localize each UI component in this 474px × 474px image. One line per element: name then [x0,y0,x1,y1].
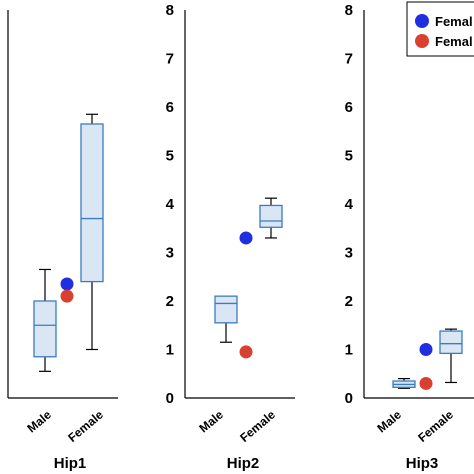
hip1-boxes [33,113,104,372]
hip3-ytick-label: 7 [345,51,353,68]
hip1-title: Hip1 [54,455,87,472]
hip3-cat-label-male: Male [374,407,404,435]
hip3-ticks: 0 1 2 3 4 5 6 7 8 [345,2,354,407]
hip3-ytick-label: 1 [345,342,353,359]
legend-marker-0 [415,14,429,28]
hip3-cat-label-female: Female [415,407,456,445]
hip2-ytick-label: 7 [166,51,174,68]
hip2-ticks: 0 1 2 3 4 5 6 7 8 [166,2,175,407]
panel-hip1: Male Female Hip1 [7,10,118,472]
hip2-ytick-label: 5 [166,148,174,165]
hip1-female-box [80,123,104,283]
hip2-cat-label-female: Female [237,407,278,445]
hip3-point-1 [419,376,433,390]
hip2-ytick-label: 4 [166,196,175,213]
hip2-ytick-label: 8 [166,2,174,19]
hip3-ytick-label: 3 [345,245,353,262]
hip2-female-box [259,204,283,228]
panel-hip2: 0 1 2 3 4 5 6 7 8 Male Female Hip2 [166,2,295,472]
legend-marker-1 [415,34,429,48]
hip1-point-1 [60,289,74,303]
legend-label-0: Femal [435,14,473,29]
hip3-boxes [392,328,463,389]
hip3-ytick-label: 2 [345,293,353,310]
hip2-ytick-label: 1 [166,342,174,359]
hip1-cat-label-male: Male [24,407,54,435]
hip2-ytick-label: 6 [166,99,174,116]
hip2-title: Hip2 [227,455,260,472]
hip3-ytick-label: 0 [345,390,353,407]
hip3-ytick-label: 4 [345,196,354,213]
hip2-ytick-label: 0 [166,390,174,407]
hip1-cat-label-female: Female [65,407,106,445]
hip2-point-0 [239,231,253,245]
hip1-point-0 [60,277,74,291]
hip2-ytick-label: 2 [166,293,174,310]
legend: Femal Femal [406,1,474,57]
hip1-points [60,277,74,303]
hip2-boxes [214,197,283,343]
hip2-point-1 [239,345,253,359]
hip3-title: Hip3 [406,455,439,472]
hip2-cat-label-male: Male [196,407,226,435]
legend-frame [406,1,474,57]
hip1-male-box [33,300,57,358]
hip3-ytick-label: 6 [345,99,353,116]
hip3-ytick-label: 5 [345,148,353,165]
panel-hip3: 0 1 2 3 4 5 6 7 8 Male Female Hip3 [345,2,474,472]
hip3-points [419,343,433,390]
hip2-points [239,231,253,359]
hip3-female-box [439,330,463,355]
hip3-point-0 [419,343,433,356]
hip3-ytick-label: 8 [345,2,353,19]
hip2-male-box [214,295,238,324]
legend-label-1: Femal [435,34,473,49]
hip2-ytick-label: 3 [166,245,174,262]
